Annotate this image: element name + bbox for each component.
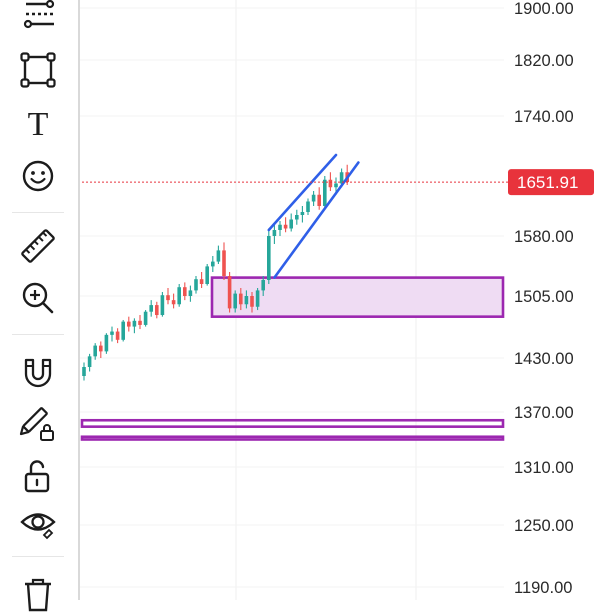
price-axis-label: 1580.00: [514, 228, 574, 246]
candle-body: [132, 320, 137, 327]
candle-body: [272, 230, 277, 236]
candle-body: [110, 331, 114, 335]
candle-body: [323, 179, 327, 206]
candle-body: [183, 287, 187, 296]
candle-body: [82, 367, 86, 376]
price-axis-label: 1740.00: [514, 108, 574, 126]
price-axis-label: 1505.00: [514, 288, 574, 306]
zone-rect: [80, 418, 505, 428]
rectangle-icon[interactable]: [14, 50, 62, 90]
candle-body: [216, 250, 221, 262]
fib-retracement-icon[interactable]: [14, 0, 62, 34]
unlock-icon[interactable]: [14, 456, 62, 496]
price-zones: [80, 276, 505, 441]
price-chart[interactable]: 1900.00 1820.00 1740.00 1580.00 1505.00 1430.…: [0, 0, 600, 600]
zoom-in-icon[interactable]: [14, 278, 62, 318]
current-price-badge: 1651.91: [508, 169, 594, 196]
candle-body: [171, 300, 176, 305]
price-axis-label: 1900.00: [514, 0, 574, 18]
candle-body: [155, 305, 159, 316]
candle-body: [194, 279, 198, 291]
candle-body: [199, 279, 204, 284]
candle-body: [300, 212, 305, 215]
candle-body: [143, 311, 148, 325]
candle-body: [205, 266, 209, 284]
candle-body: [166, 295, 170, 301]
candle-body: [127, 321, 131, 327]
price-axis-label: 1250.00: [514, 517, 574, 535]
price-axis-label: 1430.00: [514, 350, 574, 368]
candle-body: [261, 280, 265, 291]
drawing-toolbar: T: [0, 0, 78, 612]
candle-body: [211, 261, 215, 267]
candle-body: [289, 219, 293, 229]
eye-icon[interactable]: [14, 502, 62, 542]
candle-body: [283, 224, 288, 229]
current-price-label: 1651.91: [517, 173, 578, 192]
candle-body: [233, 293, 237, 309]
emoji-icon[interactable]: [14, 156, 62, 196]
price-axis-label: 1310.00: [514, 459, 574, 477]
toolbar-divider: [12, 212, 64, 213]
candle-body: [104, 334, 109, 352]
text-tool-glyph: T: [28, 106, 49, 143]
candle-body: [138, 320, 142, 325]
candle-body: [160, 295, 165, 316]
zone-rect: [80, 435, 505, 441]
candle-body: [239, 293, 243, 305]
price-axis: 1900.00 1820.00 1740.00 1580.00 1505.00 1430.…: [514, 0, 574, 597]
candle-body: [87, 356, 92, 367]
lock-drawing-icon[interactable]: [14, 404, 62, 444]
candle-body: [115, 331, 120, 340]
ruler-icon[interactable]: [14, 226, 62, 266]
candle-body: [149, 305, 153, 312]
candle-body: [250, 296, 254, 307]
price-axis-label: 1190.00: [514, 579, 572, 597]
candle-body: [188, 290, 193, 296]
candle-body: [177, 287, 181, 305]
candle-body: [339, 172, 344, 184]
candle-body: [306, 201, 310, 212]
candle-body: [244, 296, 249, 305]
candle-body: [227, 276, 232, 309]
candle-body: [317, 194, 321, 206]
magnet-icon[interactable]: [14, 352, 62, 392]
toolbar-divider: [12, 334, 64, 335]
candle-body: [121, 321, 125, 340]
price-axis-label: 1370.00: [514, 404, 574, 422]
candle-body: [255, 290, 260, 307]
candlestick-series: [82, 164, 349, 381]
candle-body: [328, 179, 333, 188]
toolbar-border: [78, 0, 80, 600]
candle-body: [267, 236, 271, 280]
candle-body: [222, 250, 226, 276]
price-axis-label: 1820.00: [514, 52, 574, 70]
current-price-badge-bg: [508, 169, 594, 196]
candle-body: [295, 215, 299, 220]
text-icon[interactable]: T: [14, 104, 62, 144]
candle-body: [99, 345, 103, 352]
candle-body: [278, 224, 282, 230]
toolbar-divider: [12, 556, 64, 557]
channel-line: [267, 153, 338, 232]
candle-body: [311, 194, 316, 202]
candle-body: [93, 345, 97, 357]
channel-line: [273, 161, 360, 279]
zone-rect: [210, 276, 505, 318]
trend-channel: [267, 153, 360, 279]
candle-body: [334, 183, 338, 188]
